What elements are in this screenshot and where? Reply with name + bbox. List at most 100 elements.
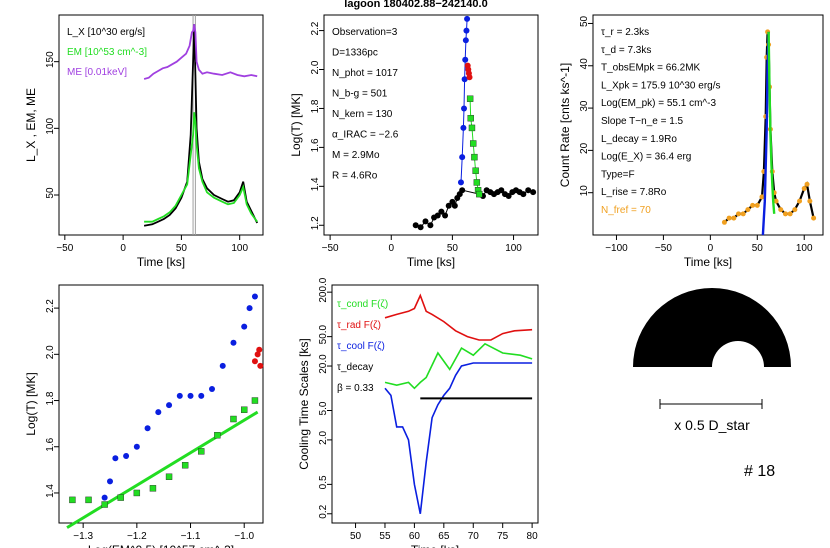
data-point-0 [176, 392, 183, 399]
y-axis-label: L_X , EM, ME [24, 88, 38, 162]
legend-entry: L_X [10^30 erg/s] [67, 27, 145, 38]
y-tick-label: 2.0 [318, 431, 329, 445]
data-point-0 [445, 202, 452, 209]
x-tick-label: −1.3 [73, 531, 93, 542]
data-point [773, 198, 779, 204]
figure-number: # 18 [744, 463, 775, 480]
data-point-2 [117, 494, 124, 501]
annotation: τ_d = 7.3ks [601, 45, 651, 56]
data-point-0 [187, 392, 194, 399]
x-tick-label: 50 [176, 243, 188, 254]
data-point-0 [251, 293, 258, 300]
y-axis-label: Cooling Time Scales [ks] [297, 338, 311, 469]
loop-schematic: x 0.5 D_star [633, 288, 791, 433]
y-tick-label: 1.4 [310, 177, 321, 191]
annotation: L_rise = 7.8Ro [601, 187, 667, 198]
legend-entry: ME [0.01keV] [67, 67, 127, 78]
plot-frame [323, 14, 539, 236]
data-point-1 [251, 358, 258, 365]
x-tick-label: −100 [605, 243, 628, 254]
data-point-2 [198, 448, 205, 455]
scale-bar-label: x 0.5 D_star [674, 417, 750, 433]
legend-entry: EM [10^53 cm^-3] [67, 47, 147, 58]
data-point-0 [230, 339, 237, 346]
data-point-2 [230, 415, 237, 423]
data-point-0 [209, 385, 215, 392]
x-axis-label: Time [ks] [137, 255, 185, 269]
data-point-3 [473, 179, 481, 186]
legend-entry: τ_rad F(ζ) [337, 320, 381, 331]
figure-title-group: lagoon 180402.88−242140.0 [344, 0, 487, 10]
y-tick-label: 20.0 [318, 354, 329, 374]
data-point-1 [254, 351, 261, 358]
data-point-0 [442, 212, 449, 219]
annotation: Log(EM_pk) = 55.1 cm^-3 [601, 98, 716, 109]
x-tick-label: −1.0 [234, 531, 254, 542]
data-point [759, 194, 765, 200]
data-point-0 [505, 193, 512, 200]
y-tick-label: 0.5 [318, 475, 329, 489]
annotation: Log(E_X) = 36.4 erg [601, 152, 691, 163]
legend-entry: β = 0.33 [337, 383, 374, 394]
temperature-panel: −50 0 50 100 1.2 1.4 1.6 1.8 2.0 2.2 Time [ks] Log(… [289, 14, 539, 269]
x-tick-label: 50 [350, 531, 362, 542]
data-point [787, 211, 793, 217]
data-point-0 [198, 392, 205, 399]
x-tick-label: 80 [527, 531, 539, 542]
data-point [736, 211, 742, 217]
data-point-3 [471, 153, 478, 161]
data-point-0 [434, 212, 441, 219]
data-point-0 [438, 208, 445, 215]
annotation: R = 4.6Ro [332, 171, 378, 182]
y-tick-label: 0.2 [318, 504, 329, 518]
data-point [807, 198, 813, 204]
data-point-0 [451, 202, 458, 209]
logt-vs-logem-panel: −1.3 −1.2 −1.1 −1.0 1.4 1.6 1.8 2.0 2.2 Log(EM^0.… [24, 284, 264, 548]
y-tick-label: 1.4 [45, 484, 56, 498]
data-point-1 [461, 76, 468, 83]
plot-frame [58, 14, 264, 236]
x-tick-label: −50 [322, 243, 339, 254]
data-point [797, 198, 803, 204]
figure-title: lagoon 180402.88−242140.0 [344, 0, 487, 10]
data-point-1 [256, 346, 263, 353]
data-point-0 [107, 478, 113, 485]
data-point-0 [246, 305, 253, 312]
data-point [811, 215, 817, 221]
annotation: D=1336pc [332, 48, 378, 59]
data-point [731, 215, 737, 221]
fit-line [66, 410, 259, 529]
data-point-0 [101, 494, 108, 501]
data-point-1 [464, 15, 471, 22]
data-point-0 [459, 187, 466, 194]
x-tick-label: 55 [379, 531, 391, 542]
data-point-2 [466, 74, 473, 81]
data-point-0 [166, 402, 173, 409]
x-tick-label: 50 [447, 243, 459, 254]
y-tick-label: 1.6 [310, 138, 321, 152]
data-point-3 [468, 124, 476, 132]
data-point-0 [133, 443, 140, 450]
y-axis-label: Count Rate [cnts ks^-1] [558, 63, 572, 187]
y-tick-label: 1.2 [310, 216, 321, 230]
data-point-0 [112, 455, 119, 462]
data-point [721, 219, 727, 225]
annotation: Slope T−n_e = 1.5 [601, 116, 684, 127]
data-point-1 [462, 56, 469, 63]
data-point-2 [181, 462, 189, 469]
data-point-0 [155, 409, 162, 416]
data-point [726, 215, 732, 221]
data-point-3 [476, 190, 483, 198]
x-tick-label: 60 [409, 531, 421, 542]
data-point-3 [469, 140, 477, 147]
x-tick-label: 70 [468, 531, 480, 542]
annotation: N_b-g = 501 [332, 89, 388, 100]
data-point [782, 211, 788, 217]
data-point-0 [427, 222, 434, 229]
x-tick-label: 0 [120, 243, 126, 254]
x-axis-label: Time [ks] [411, 543, 459, 548]
x-tick-label: 0 [388, 243, 394, 254]
annotation: Observation=3 [332, 27, 398, 38]
x-tick-label: 50 [752, 243, 764, 254]
